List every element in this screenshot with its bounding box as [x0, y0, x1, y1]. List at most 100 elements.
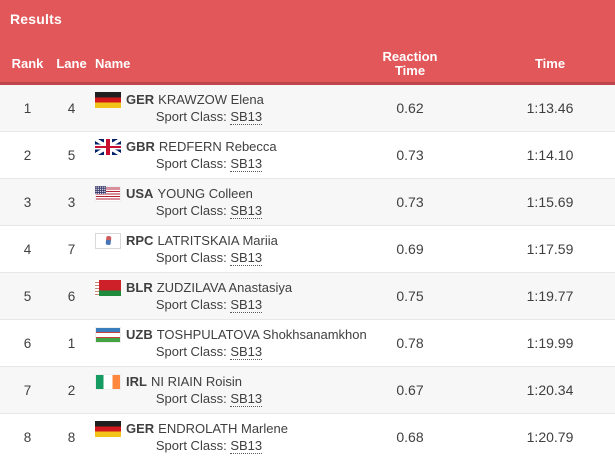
- athlete-line: IRL NI RIAIN Roisin: [95, 373, 335, 390]
- sport-class-line: Sport Class: SB13: [95, 202, 323, 219]
- reaction-time-value: 0.69: [396, 241, 424, 257]
- table-row: 7 2 IRL NI RIAIN Roisin Sport Class: SB1…: [0, 367, 615, 414]
- athlete-line: USA YOUNG Colleen: [95, 185, 335, 202]
- column-header-rank: Rank: [11, 56, 44, 71]
- country-flag-icon: [95, 373, 121, 390]
- noc-code: RPC: [126, 233, 154, 248]
- sport-class-value[interactable]: SB13: [230, 344, 263, 360]
- table-row: 2 5 GBR REDFERN Rebecca Sport Class: SB1…: [0, 132, 615, 179]
- rank-value: 8: [23, 429, 32, 445]
- athlete-cell: UZB TOSHPULATOVA Shokhsanamkhon Sport Cl…: [88, 326, 367, 360]
- lane-value: 1: [67, 335, 76, 351]
- sport-class-value[interactable]: SB13: [230, 250, 263, 266]
- sport-class-label: Sport Class:: [155, 156, 227, 171]
- country-flag-icon: [95, 185, 121, 202]
- sport-class-value[interactable]: SB13: [230, 297, 263, 313]
- table-row: 8 8 GER ENDROLATH Marlene Sport Class: S…: [0, 414, 615, 459]
- sport-class-value[interactable]: SB13: [230, 156, 263, 172]
- noc-code: GER: [126, 92, 155, 107]
- noc-code: UZB: [126, 327, 153, 342]
- sport-class-line: Sport Class: SB13: [95, 437, 323, 454]
- column-header-time: Time: [534, 56, 566, 71]
- panel-header: Results Rank Lane Name Reaction Time Tim…: [0, 0, 615, 85]
- table-row: 5 6 BLR ZUDZILAVA Anastasiya Sport Class…: [0, 273, 615, 320]
- table-row: 1 4 GER KRAWZOW Elena Sport Class: SB13 …: [0, 85, 615, 132]
- athlete-cell: IRL NI RIAIN Roisin Sport Class: SB13: [88, 373, 335, 407]
- sport-class-line: Sport Class: SB13: [95, 390, 323, 407]
- sport-class-label: Sport Class:: [155, 109, 227, 124]
- table-row: 3 3 USA YOUNG Colleen Sport Class: SB13 …: [0, 179, 615, 226]
- reaction-time-value: 0.73: [396, 147, 424, 163]
- lane-value: 6: [67, 288, 76, 304]
- noc-code: BLR: [126, 280, 153, 295]
- sport-class-line: Sport Class: SB13: [95, 249, 323, 266]
- athlete-line: RPC LATRITSKAIA Mariia: [95, 232, 335, 249]
- final-time-value: 1:19.77: [526, 288, 574, 304]
- sport-class-label: Sport Class:: [155, 203, 227, 218]
- athlete-line: GER KRAWZOW Elena: [95, 91, 335, 108]
- country-flag-icon: [95, 326, 121, 343]
- athlete-line: BLR ZUDZILAVA Anastasiya: [95, 279, 335, 296]
- country-flag-icon: [95, 232, 121, 249]
- sport-class-value[interactable]: SB13: [230, 109, 263, 125]
- sport-class-label: Sport Class:: [155, 438, 227, 453]
- page-title: Results: [10, 11, 62, 27]
- reaction-time-value: 0.75: [396, 288, 424, 304]
- athlete-line: GBR REDFERN Rebecca: [95, 138, 335, 155]
- final-time-value: 1:14.10: [526, 147, 574, 163]
- lane-value: 7: [67, 241, 76, 257]
- sport-class-value[interactable]: SB13: [230, 203, 263, 219]
- lane-value: 8: [67, 429, 76, 445]
- athlete-name: YOUNG Colleen: [157, 186, 253, 201]
- column-header-reaction-time: Reaction Time: [335, 50, 485, 78]
- final-time-value: 1:19.99: [526, 335, 574, 351]
- sport-class-label: Sport Class:: [155, 250, 227, 265]
- noc-code: GBR: [126, 139, 155, 154]
- final-time-value: 1:15.69: [526, 194, 574, 210]
- noc-code: GER: [126, 421, 155, 436]
- athlete-cell: GER KRAWZOW Elena Sport Class: SB13: [88, 91, 335, 125]
- sport-class-label: Sport Class:: [155, 344, 227, 359]
- reaction-time-value: 0.62: [396, 100, 424, 116]
- athlete-name: ENDROLATH Marlene: [158, 421, 288, 436]
- table-header-row: Rank Lane Name Reaction Time Time: [0, 50, 615, 78]
- reaction-time-value: 0.67: [396, 382, 424, 398]
- rank-value: 3: [23, 194, 32, 210]
- athlete-cell: BLR ZUDZILAVA Anastasiya Sport Class: SB…: [88, 279, 335, 313]
- athlete-name: ZUDZILAVA Anastasiya: [156, 280, 293, 295]
- athlete-cell: USA YOUNG Colleen Sport Class: SB13: [88, 185, 335, 219]
- athlete-name: REDFERN Rebecca: [158, 139, 277, 154]
- table-row: 4 7 RPC LATRITSKAIA Mariia Sport Class: …: [0, 226, 615, 273]
- reaction-time-value: 0.73: [396, 194, 424, 210]
- sport-class-line: Sport Class: SB13: [95, 296, 323, 313]
- final-time-value: 1:17.59: [526, 241, 574, 257]
- rank-value: 6: [23, 335, 32, 351]
- reaction-time-header-label: Reaction Time: [382, 49, 438, 78]
- noc-code: USA: [126, 186, 154, 201]
- noc-code: IRL: [126, 374, 147, 389]
- results-rows: 1 4 GER KRAWZOW Elena Sport Class: SB13 …: [0, 85, 615, 459]
- athlete-name: KRAWZOW Elena: [158, 92, 264, 107]
- sport-class-line: Sport Class: SB13: [95, 343, 323, 360]
- athlete-name: LATRITSKAIA Mariia: [157, 233, 278, 248]
- sport-class-value[interactable]: SB13: [230, 438, 263, 454]
- sport-class-line: Sport Class: SB13: [95, 155, 323, 172]
- country-flag-icon: [95, 138, 121, 155]
- column-header-lane: Lane: [56, 56, 87, 71]
- athlete-line: UZB TOSHPULATOVA Shokhsanamkhon: [95, 326, 367, 343]
- country-flag-icon: [95, 279, 121, 296]
- country-flag-icon: [95, 91, 121, 108]
- sport-class-value[interactable]: SB13: [230, 391, 263, 407]
- rank-value: 4: [23, 241, 32, 257]
- athlete-cell: GER ENDROLATH Marlene Sport Class: SB13: [88, 420, 335, 454]
- athlete-cell: GBR REDFERN Rebecca Sport Class: SB13: [88, 138, 335, 172]
- final-time-value: 1:13.46: [526, 100, 574, 116]
- rank-value: 2: [23, 147, 32, 163]
- sport-class-line: Sport Class: SB13: [95, 108, 323, 125]
- athlete-line: GER ENDROLATH Marlene: [95, 420, 335, 437]
- athlete-name: NI RIAIN Roisin: [150, 374, 242, 389]
- sport-class-label: Sport Class:: [155, 297, 227, 312]
- final-time-value: 1:20.34: [526, 382, 574, 398]
- rank-value: 5: [23, 288, 32, 304]
